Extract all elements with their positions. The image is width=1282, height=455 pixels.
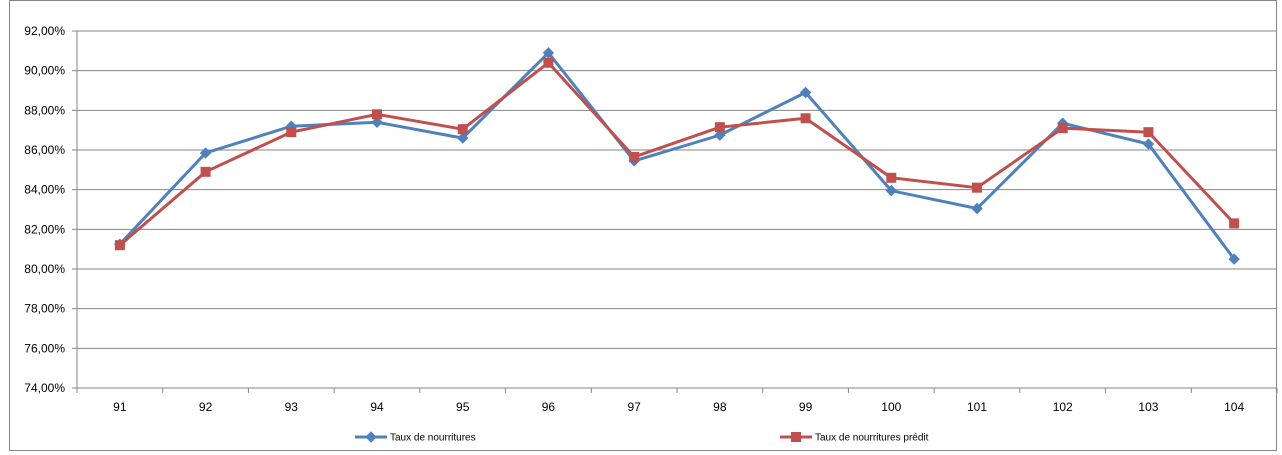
data-point: [286, 127, 297, 138]
series-2: [114, 57, 1240, 251]
data-point: [372, 109, 382, 120]
x-tick-label: 100: [881, 400, 901, 414]
y-tick-label: 80,00%: [24, 262, 65, 276]
data-point: [543, 57, 554, 68]
legend-label: Taux de nourritures: [390, 433, 476, 444]
data-point: [971, 202, 983, 215]
x-tick-label: 94: [370, 400, 384, 414]
data-series: [114, 47, 1240, 265]
data-point: [886, 172, 897, 183]
data-point: [1057, 123, 1068, 134]
data-point: [199, 147, 212, 159]
series-line: [118, 51, 1236, 261]
x-tick-label: 91: [113, 400, 127, 414]
data-point: [371, 116, 383, 128]
data-point: [885, 184, 897, 197]
legend-item: Taux de nourritures: [355, 431, 476, 444]
x-tick-label: 104: [1224, 400, 1244, 414]
data-point: [799, 86, 812, 99]
data-point: [1228, 253, 1240, 265]
y-tick-label: 84,00%: [24, 183, 65, 197]
y-axis-tick-labels: 74,00% 76,00% 78,00% 80,00% 82,00% 84,00% 86,0…: [24, 24, 65, 395]
x-tick-label: 92: [199, 400, 213, 414]
y-tick-label: 86,00%: [24, 143, 65, 157]
y-tick-label: 78,00%: [24, 302, 65, 316]
data-point: [714, 129, 726, 141]
x-tick-label: 98: [713, 400, 727, 414]
legend-label: Taux de nourritures prédit: [815, 433, 929, 444]
legend-item: Taux de nourritures prédit: [780, 432, 929, 444]
y-tick-label: 82,00%: [24, 222, 65, 236]
x-tick-label: 101: [967, 400, 987, 414]
x-tick-label: 95: [456, 400, 470, 414]
x-tick-label: 97: [627, 400, 641, 414]
data-point: [714, 122, 725, 133]
legend: Taux de nourritures Taux de nourritures p…: [355, 431, 929, 444]
chart-frame: [9, 0, 1277, 451]
legend-marker: [365, 431, 377, 443]
y-tick-label: 76,00%: [24, 341, 65, 355]
x-tick-label: 102: [1053, 400, 1073, 414]
y-tick-label: 92,00%: [24, 24, 65, 38]
y-tick-label: 88,00%: [24, 103, 65, 117]
series-1: [114, 47, 1240, 265]
x-tick-label: 93: [285, 400, 299, 414]
y-tick-label: 90,00%: [24, 64, 65, 78]
x-axis-tick-labels: 91 92 93 94 95 96 97 98 99 100 101 102 103 104: [113, 400, 1244, 414]
x-tick-label: 96: [542, 400, 556, 414]
legend-marker: [791, 432, 801, 442]
data-point: [457, 124, 468, 135]
data-point: [457, 132, 469, 144]
gridlines: [77, 30, 1277, 349]
series-line: [118, 61, 1236, 247]
data-point: [114, 240, 125, 251]
y-tick-label: 74,00%: [24, 381, 65, 395]
data-point: [972, 182, 982, 193]
x-tick-label: 99: [799, 400, 813, 414]
data-point: [1142, 138, 1155, 150]
data-point: [200, 166, 211, 177]
x-tick-label: 103: [1138, 400, 1158, 414]
data-point: [1143, 127, 1154, 138]
data-point: [629, 151, 640, 162]
axes: [72, 30, 1278, 393]
data-point: [1229, 218, 1240, 229]
data-point: [800, 113, 811, 124]
